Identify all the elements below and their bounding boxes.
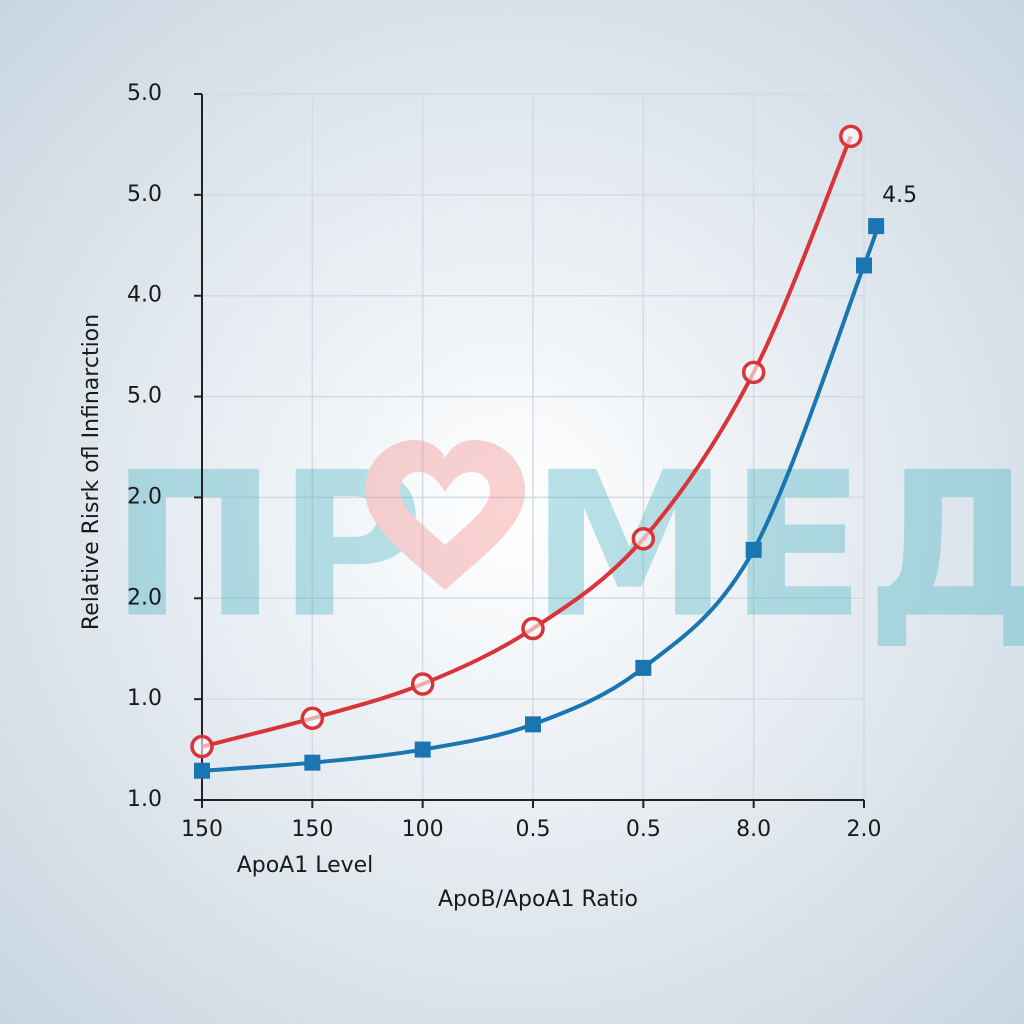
point (839, 124, 863, 149)
x-tick-label: 8.0 (736, 817, 771, 842)
point (194, 762, 210, 779)
point (635, 659, 652, 676)
point (856, 257, 872, 274)
point (410, 672, 435, 696)
watermark-heart (365, 440, 525, 590)
x-tick-label: 0.5 (516, 817, 551, 842)
y-tick-label: 5.0 (127, 384, 162, 409)
point (745, 541, 762, 558)
y-tick-label: 4.0 (127, 283, 162, 308)
x-axis-label: ApoA1 Level (237, 853, 374, 878)
point (300, 706, 325, 731)
x-tick-label: 2.0 (847, 817, 882, 842)
watermark: МЕД (530, 430, 1024, 663)
point (631, 527, 656, 551)
watermark: ПР (110, 430, 424, 663)
point (868, 218, 885, 235)
point (525, 716, 541, 733)
point (741, 360, 766, 385)
y-tick-label: 1.0 (127, 787, 162, 812)
annotation: 4.5 (882, 183, 917, 208)
point (190, 734, 214, 759)
x-tick-label: 150 (291, 817, 333, 842)
point (521, 616, 545, 641)
y-tick-label: 1.0 (127, 686, 162, 711)
x-tick-label: 0.5 (626, 817, 661, 842)
x-axis-label: ApoB/ApoA1 Ratio (438, 887, 638, 912)
y-tick-label: 5.0 (127, 182, 162, 207)
y-tick-label: 2.0 (127, 484, 162, 509)
line (201, 225, 879, 773)
y-tick-label: 2.0 (127, 585, 162, 610)
point (414, 741, 431, 758)
x-tick-label: 100 (402, 817, 444, 842)
y-axis-label: Relative Risrk ofl Infinarction (79, 314, 104, 630)
point (304, 754, 321, 771)
x-tick-label: 150 (181, 817, 223, 842)
y-tick-label: 5.0 (127, 81, 162, 106)
